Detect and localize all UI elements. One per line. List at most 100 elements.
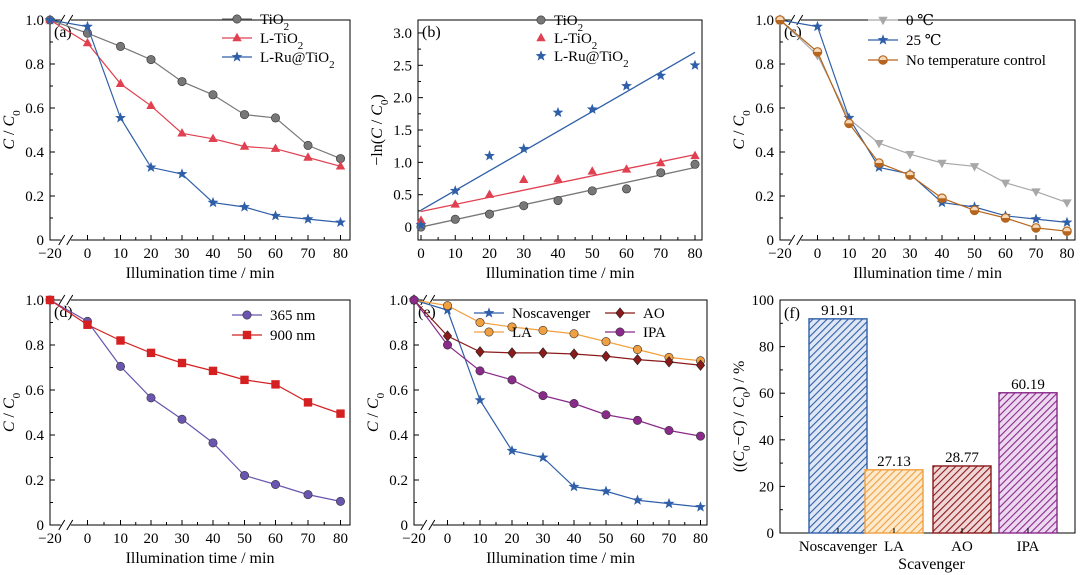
legend-label: IPA [643, 325, 666, 341]
data-point [689, 59, 701, 70]
x-tick-label: 30 [516, 246, 531, 262]
x-axis-title: Illumination time / min [126, 550, 275, 567]
data-point [335, 216, 346, 228]
y-axis-title: C / C0 [365, 392, 387, 432]
data-point [270, 143, 281, 152]
data-point [621, 184, 631, 194]
data-point [655, 69, 667, 81]
x-tick-label: 70 [301, 531, 316, 547]
data-point [812, 47, 823, 57]
data-point [538, 325, 548, 335]
data-point [239, 141, 250, 150]
bar-value-label: 27.13 [877, 454, 911, 470]
data-point [843, 112, 855, 123]
data-point [271, 380, 280, 389]
data-point [177, 414, 187, 424]
legend-item: L-TiO2 [536, 31, 597, 52]
legend-item: 25 ℃ [868, 33, 942, 49]
y-tick-label: 0.4 [25, 145, 44, 161]
y-tick-label: 0.2 [25, 473, 44, 489]
data-point [1030, 213, 1042, 224]
data-point [632, 353, 643, 366]
data-point [45, 295, 55, 305]
data-point [146, 348, 156, 358]
x-tick-label: 20 [482, 246, 497, 262]
x-tick-label: −20 [38, 531, 61, 547]
x-tick-label: 20 [872, 246, 887, 262]
bar-IPA [998, 392, 1058, 534]
data-point [664, 356, 674, 368]
legend-item: 365 nm [232, 308, 316, 324]
data-point [115, 78, 126, 87]
x-tick-label: 0 [84, 246, 92, 262]
legend-marker [242, 310, 252, 320]
data-point [587, 166, 597, 175]
data-point [538, 347, 548, 359]
data-point [116, 41, 126, 51]
data-point [303, 152, 313, 161]
legend-label: TiO2 [554, 13, 583, 34]
data-point [442, 340, 452, 350]
legend-marker [231, 51, 243, 62]
x-tick-label: 60 [619, 246, 634, 262]
data-point [506, 445, 518, 456]
data-point [621, 164, 632, 173]
legend-marker [615, 327, 625, 337]
x-tick-label: 80 [333, 531, 348, 547]
data-point [663, 497, 675, 509]
y-tick-label: 0.4 [25, 428, 44, 444]
data-point [844, 118, 854, 129]
x-tick-label: 70 [662, 531, 677, 547]
axis-break [58, 294, 74, 306]
x-tick-label: IPA [1017, 539, 1040, 555]
x-tick-label: −20 [402, 531, 425, 547]
data-point [240, 110, 250, 120]
legend-item: No temperature control [868, 53, 1046, 69]
bar-value-label: 60.19 [1011, 377, 1045, 393]
data-point [621, 80, 632, 91]
data-point [83, 320, 92, 329]
legend-item: 900 nm [232, 328, 316, 344]
x-tick-label: 40 [551, 246, 566, 262]
x-axis-title: Illumination time / min [126, 265, 275, 282]
data-point [270, 113, 280, 123]
series-line-365 nm [49, 299, 341, 502]
legend-item: L-TiO2 [222, 31, 303, 52]
y-tick-label: 0.2 [755, 189, 774, 205]
data-point [475, 366, 485, 376]
x-tick-label: 10 [473, 531, 488, 547]
x-tick-label: 80 [333, 246, 348, 262]
data-point [146, 393, 156, 403]
y-tick-label: 40 [759, 433, 774, 449]
data-point [207, 196, 219, 208]
panel-d: 00.20.40.60.81.0−20 0 10 20 30 40 50 60 70 80Illu… [1, 293, 351, 567]
legend-label: AO [643, 306, 665, 322]
x-tick-label: 60 [998, 246, 1013, 262]
data-point [442, 301, 452, 311]
x-tick-label: 40 [206, 246, 221, 262]
y-tick-label: 0.2 [25, 189, 44, 205]
data-point [1000, 213, 1011, 223]
legend-item: TiO2 [222, 12, 289, 33]
y-tick-label: 1.0 [25, 13, 44, 29]
series-line-TiO2 [49, 19, 341, 160]
y-tick-label: 60 [759, 386, 774, 402]
data-point [507, 322, 517, 332]
data-point [569, 398, 579, 408]
x-tick-label: 40 [935, 246, 950, 262]
y-tick-label: 0.5 [393, 188, 412, 204]
y-tick-label: 1.0 [25, 293, 44, 309]
x-tick-label: 10 [448, 246, 463, 262]
data-point [656, 157, 666, 167]
data-point [145, 161, 157, 173]
legend-label: 365 nm [270, 308, 316, 324]
y-tick-label: 1.0 [389, 293, 408, 309]
data-point [270, 210, 281, 221]
x-tick-label: 40 [206, 531, 221, 547]
x-tick-label: 10 [842, 246, 857, 262]
series-line-Noscavenger [413, 299, 701, 508]
legend-item: 0 ℃ [868, 13, 934, 29]
data-point [568, 481, 580, 492]
data-point [632, 494, 643, 505]
legend-item: IPA [605, 325, 666, 341]
